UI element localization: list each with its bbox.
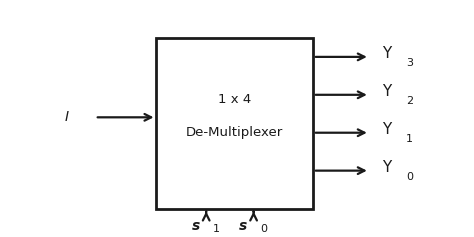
Text: s: s <box>191 219 200 233</box>
Text: 0: 0 <box>261 224 267 234</box>
Bar <box>156 38 313 209</box>
Text: I: I <box>64 110 68 124</box>
Text: 1: 1 <box>213 224 220 234</box>
Text: s: s <box>239 219 247 233</box>
Text: De-Multiplexer: De-Multiplexer <box>186 126 283 139</box>
Text: 1: 1 <box>406 134 413 144</box>
Text: 1 x 4: 1 x 4 <box>218 93 251 106</box>
Text: Y: Y <box>382 84 391 99</box>
Text: 0: 0 <box>406 172 413 182</box>
Text: 2: 2 <box>406 96 413 106</box>
Text: 3: 3 <box>406 58 413 68</box>
Text: Y: Y <box>382 160 391 175</box>
Text: Y: Y <box>382 122 391 137</box>
Text: Y: Y <box>382 46 391 61</box>
